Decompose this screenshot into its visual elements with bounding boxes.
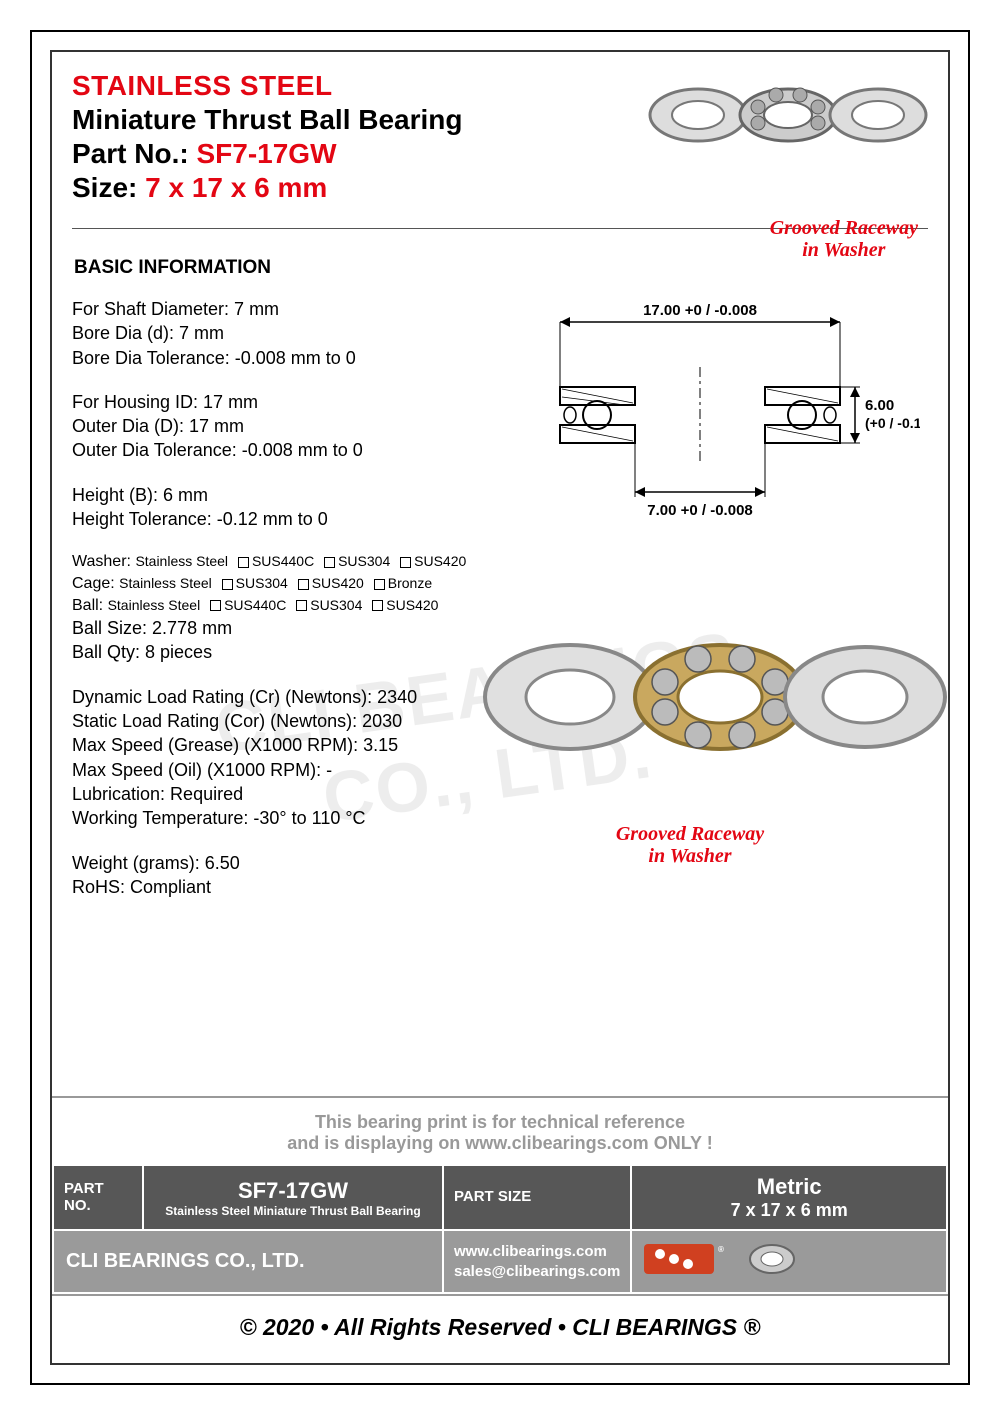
spec-housing: For Housing ID: 17 mm xyxy=(72,390,500,414)
spec-static: Static Load Rating (Cor) (Newtons): 2030 xyxy=(72,709,500,733)
logo-icon: ® xyxy=(642,1239,802,1279)
spec-rohs: RoHS: Compliant xyxy=(72,875,500,899)
spec-height-tol: Height Tolerance: -0.12 mm to 0 xyxy=(72,507,500,531)
footer-table: PART NO. SF7-17GW Stainless Steel Miniat… xyxy=(52,1164,948,1294)
cage-materials: Cage: Stainless Steel SUS304 SUS420 Bron… xyxy=(72,573,500,595)
footer-part-label: PART NO. xyxy=(53,1165,143,1230)
part-number: SF7-17GW xyxy=(196,138,336,169)
caption-bottom: Grooved Raceway in Washer xyxy=(470,823,910,867)
footer-size-label: PART SIZE xyxy=(443,1165,631,1230)
outer-frame: STAINLESS STEEL Miniature Thrust Ball Be… xyxy=(30,30,970,1385)
spec-temperature: Working Temperature: -30° to 110 °C xyxy=(72,806,500,830)
spec-ball-size: Ball Size: 2.778 mm xyxy=(72,616,500,640)
svg-text:®: ® xyxy=(718,1245,724,1254)
spec-outer: Outer Dia (D): 17 mm xyxy=(72,414,500,438)
size-value: 7 x 17 x 6 mm xyxy=(145,172,327,203)
spec-weight: Weight (grams): 6.50 xyxy=(72,851,500,875)
footer-logo-cell: ® xyxy=(631,1230,947,1293)
footer-company: CLI BEARINGS CO., LTD. xyxy=(53,1230,443,1293)
technical-diagram: 17.00 +0 / -0.008 xyxy=(500,297,920,537)
technical-notice: This bearing print is for technical refe… xyxy=(52,1096,948,1164)
spec-grease: Max Speed (Grease) (X1000 RPM): 3.15 xyxy=(72,733,500,757)
diagram-area: 17.00 +0 / -0.008 xyxy=(500,297,928,907)
product-image-bottom: Grooved Raceway in Washer xyxy=(470,587,950,887)
spec-shaft: For Shaft Diameter: 7 mm xyxy=(72,297,500,321)
spec-height: Height (B): 6 mm xyxy=(72,483,500,507)
footer-part-cell: SF7-17GW Stainless Steel Miniature Thrus… xyxy=(143,1165,443,1230)
cross-section xyxy=(560,367,840,462)
dim-height: 6.00 xyxy=(865,397,894,414)
dim-height-tol: (+0 / -0.12) xyxy=(865,415,920,431)
spec-bore: Bore Dia (d): 7 mm xyxy=(72,321,500,345)
spec-outer-tol: Outer Dia Tolerance: -0.008 mm to 0 xyxy=(72,438,500,462)
size-label: Size: xyxy=(72,172,137,203)
caption-top: Grooved Raceway in Washer xyxy=(770,217,918,261)
inner-frame: STAINLESS STEEL Miniature Thrust Ball Be… xyxy=(50,50,950,1365)
spec-bore-tol: Bore Dia Tolerance: -0.008 mm to 0 xyxy=(72,346,500,370)
spec-ball-qty: Ball Qty: 8 pieces xyxy=(72,640,500,664)
copyright: © 2020 • All Rights Reserved • CLI BEARI… xyxy=(52,1294,948,1363)
washer-materials: Washer: Stainless Steel SUS440C SUS304 S… xyxy=(72,551,500,573)
footer-size-cell: Metric 7 x 17 x 6 mm xyxy=(631,1165,947,1230)
footer-contact: www.clibearings.com sales@clibearings.co… xyxy=(443,1230,631,1293)
specifications: For Shaft Diameter: 7 mm Bore Dia (d): 7… xyxy=(72,297,500,907)
dim-inner: 7.00 +0 / -0.008 xyxy=(647,502,753,519)
dim-outer: 17.00 +0 / -0.008 xyxy=(643,302,757,319)
header: STAINLESS STEEL Miniature Thrust Ball Be… xyxy=(52,52,948,214)
caption-line1: Grooved Raceway xyxy=(770,217,918,239)
spec-oil: Max Speed (Oil) (X1000 RPM): - xyxy=(72,758,500,782)
part-label: Part No.: xyxy=(72,138,189,169)
content-area: For Shaft Diameter: 7 mm Bore Dia (d): 7… xyxy=(52,297,948,907)
ball-materials: Ball: Stainless Steel SUS440C SUS304 SUS… xyxy=(72,595,500,617)
spec-lubrication: Lubrication: Required xyxy=(72,782,500,806)
footer: This bearing print is for technical refe… xyxy=(52,1096,948,1363)
product-image-top xyxy=(638,70,938,210)
spec-dynamic: Dynamic Load Rating (Cr) (Newtons): 2340 xyxy=(72,685,500,709)
caption-line2: in Washer xyxy=(770,239,918,261)
